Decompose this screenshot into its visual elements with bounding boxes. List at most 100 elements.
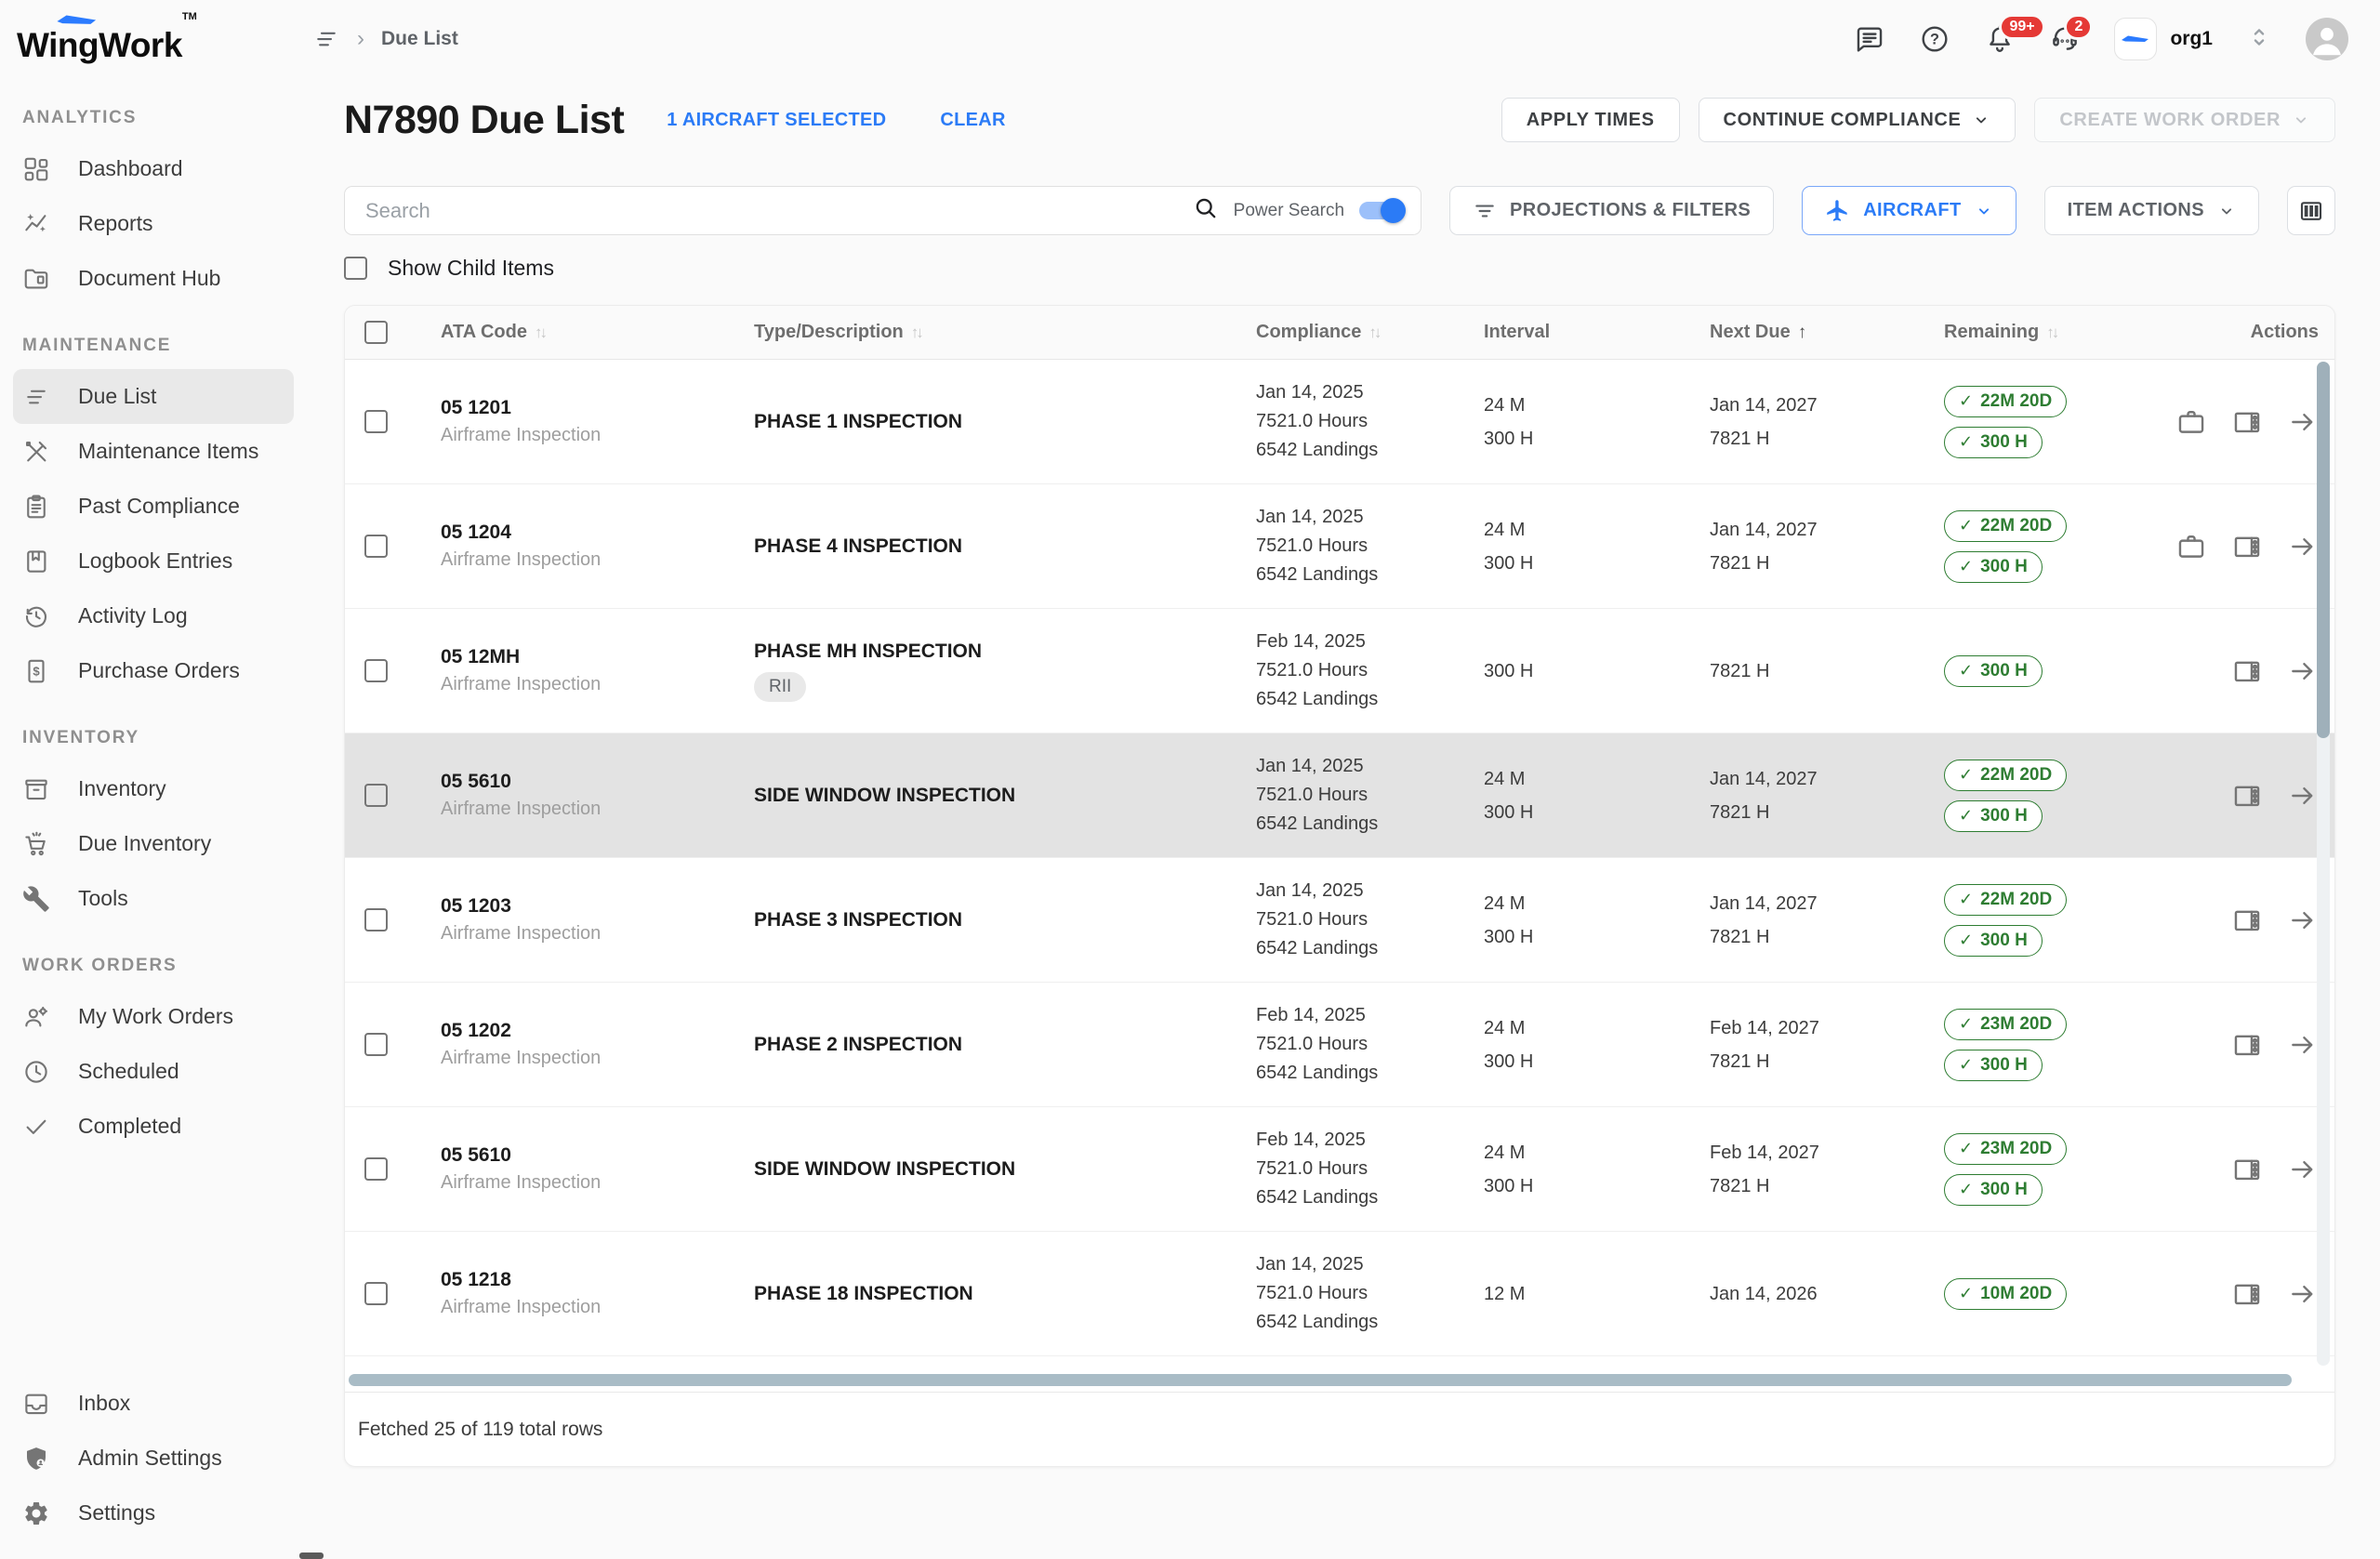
breadcrumb-current[interactable]: Due List (381, 28, 458, 50)
sidebar-item-scheduled[interactable]: Scheduled (0, 1044, 307, 1099)
row-checkbox[interactable] (364, 1157, 388, 1181)
sidebar-scrollbar[interactable] (299, 1552, 324, 1559)
row-count-status: Fetched 25 of 119 total rows (358, 1419, 602, 1441)
check-icon: ✓ (1959, 1139, 1973, 1158)
sidebar-item-purchase-orders[interactable]: $ Purchase Orders (0, 643, 307, 698)
row-checkbox[interactable] (364, 410, 388, 433)
side-panel-icon[interactable] (2231, 655, 2263, 687)
user-avatar[interactable] (2306, 18, 2348, 60)
wing-swoosh-icon (56, 13, 99, 27)
select-all-checkbox[interactable] (364, 321, 388, 344)
vertical-scrollbar[interactable] (2317, 362, 2330, 1366)
notifications-bell-icon[interactable]: 99+ (1984, 23, 2016, 55)
folder-icon (22, 265, 50, 293)
column-interval[interactable]: Interval (1484, 322, 1681, 343)
search-input[interactable] (365, 199, 1178, 223)
open-row-arrow-icon[interactable] (2287, 1029, 2319, 1061)
type-description: SIDE WINDOW INSPECTION (754, 1158, 1227, 1181)
next-due-cell: Jan 14, 20277821 H (1681, 887, 1907, 954)
work-order-icon[interactable] (2175, 531, 2207, 562)
open-row-arrow-icon[interactable] (2287, 531, 2319, 562)
org-selector[interactable]: org1 (2114, 18, 2213, 60)
sidebar-item-inbox[interactable]: Inbox (0, 1376, 307, 1431)
column-remaining[interactable]: Remaining↑↓ (1944, 322, 2172, 343)
column-compliance[interactable]: Compliance↑↓ (1256, 322, 1455, 343)
sidebar-item-admin-settings[interactable]: Admin Settings (0, 1431, 307, 1486)
open-row-arrow-icon[interactable] (2287, 655, 2319, 687)
brand-logo[interactable]: WingWorkTM (0, 0, 307, 78)
sidebar-item-tools[interactable]: Tools (0, 871, 307, 926)
open-row-arrow-icon[interactable] (2287, 406, 2319, 438)
table-row[interactable]: 05 1201 Airframe Inspection PHASE 1 INSP… (345, 360, 2334, 484)
row-checkbox[interactable] (364, 1033, 388, 1056)
sidebar-item-completed[interactable]: Completed (0, 1099, 307, 1154)
table-row[interactable]: 05 1218 Airframe Inspection PHASE 18 INS… (345, 1232, 2334, 1356)
table-row[interactable]: 05 1202 Airframe Inspection PHASE 2 INSP… (345, 983, 2334, 1107)
support-headset-icon[interactable]: 2 (2049, 23, 2081, 55)
clipboard-icon (22, 493, 50, 521)
side-panel-icon[interactable] (2231, 406, 2263, 438)
columns-button[interactable] (2287, 186, 2335, 235)
aircraft-filter-button[interactable]: AIRCRAFT (1802, 186, 2016, 235)
ata-code: 05 1204 (441, 522, 725, 544)
sidebar-item-inventory[interactable]: Inventory (0, 761, 307, 816)
unfold-chevrons-icon[interactable] (2246, 24, 2272, 55)
apply-times-button[interactable]: APPLY TIMES (1501, 98, 1680, 142)
sidebar-item-activity-log[interactable]: Activity Log (0, 588, 307, 643)
create-work-order-button[interactable]: CREATE WORK ORDER (2034, 98, 2335, 142)
item-actions-button[interactable]: ITEM ACTIONS (2044, 186, 2259, 235)
row-checkbox[interactable] (364, 1282, 388, 1305)
help-icon[interactable]: ? (1919, 23, 1950, 55)
side-panel-icon[interactable] (2231, 1278, 2263, 1310)
sidebar-item-maintenance-items[interactable]: Maintenance Items (0, 424, 307, 479)
horizontal-scrollbar-thumb[interactable] (349, 1374, 2292, 1386)
sidebar-item-logbook-entries[interactable]: Logbook Entries (0, 534, 307, 588)
sidebar-item-due-inventory[interactable]: Due Inventory (0, 816, 307, 871)
sidebar-item-document-hub[interactable]: Document Hub (0, 251, 307, 306)
section-label: MAINTENANCE (0, 336, 307, 369)
table-row[interactable]: 05 1204 Airframe Inspection PHASE 4 INSP… (345, 484, 2334, 609)
table-row[interactable]: 05 5610 Airframe Inspection SIDE WINDOW … (345, 733, 2334, 858)
column-type-description[interactable]: Type/Description↑↓ (754, 322, 1227, 343)
open-row-arrow-icon[interactable] (2287, 780, 2319, 812)
clear-button[interactable]: CLEAR (940, 110, 1005, 131)
sidebar-item-reports[interactable]: Reports (0, 196, 307, 251)
open-row-arrow-icon[interactable] (2287, 1278, 2319, 1310)
sidebar-item-past-compliance[interactable]: Past Compliance (0, 479, 307, 534)
column-next-due[interactable]: Next Due↑ (1710, 322, 1907, 343)
show-child-items-checkbox[interactable] (344, 257, 367, 280)
row-checkbox[interactable] (364, 659, 388, 682)
open-row-arrow-icon[interactable] (2287, 905, 2319, 936)
feedback-icon[interactable] (1854, 23, 1885, 55)
row-checkbox[interactable] (364, 535, 388, 558)
row-checkbox[interactable] (364, 784, 388, 807)
work-order-icon[interactable] (2175, 406, 2207, 438)
table-row[interactable]: 05 5610 Airframe Inspection SIDE WINDOW … (345, 1107, 2334, 1232)
sidebar-item-my-work-orders[interactable]: My Work Orders (0, 989, 307, 1044)
side-panel-icon[interactable] (2231, 1154, 2263, 1185)
table-row[interactable]: 05 12MH Airframe Inspection PHASE MH INS… (345, 609, 2334, 733)
ai-sparkle-icon[interactable] (1789, 23, 1820, 55)
type-description: SIDE WINDOW INSPECTION (754, 785, 1227, 807)
sidebar-item-settings[interactable]: Settings (0, 1486, 307, 1540)
title-row: N7890 Due List 1 AIRCRAFT SELECTED CLEAR… (344, 97, 2335, 143)
side-panel-icon[interactable] (2231, 905, 2263, 936)
side-panel-icon[interactable] (2231, 531, 2263, 562)
org-logo-icon (2114, 18, 2157, 60)
projections-filters-button[interactable]: PROJECTIONS & FILTERS (1449, 186, 1774, 235)
interval-cell: 24 M300 H (1455, 762, 1681, 829)
side-panel-icon[interactable] (2231, 1029, 2263, 1061)
vertical-scrollbar-thumb[interactable] (2317, 362, 2330, 738)
remaining-chip: ✓300 H (1944, 655, 2043, 687)
side-panel-icon[interactable] (2231, 780, 2263, 812)
row-checkbox[interactable] (364, 908, 388, 931)
sidebar-item-dashboard[interactable]: Dashboard (0, 141, 307, 196)
power-search-toggle[interactable] (1359, 202, 1404, 219)
sidebar-item-due-list[interactable]: Due List (13, 369, 294, 424)
column-ata-code[interactable]: ATA Code↑↓ (441, 322, 725, 343)
continue-compliance-button[interactable]: CONTINUE COMPLIANCE (1699, 98, 2016, 142)
remaining-chip: ✓10M 20D (1944, 1278, 2067, 1310)
open-row-arrow-icon[interactable] (2287, 1154, 2319, 1185)
section-label: WORK ORDERS (0, 956, 307, 989)
table-row[interactable]: 05 1203 Airframe Inspection PHASE 3 INSP… (345, 858, 2334, 983)
